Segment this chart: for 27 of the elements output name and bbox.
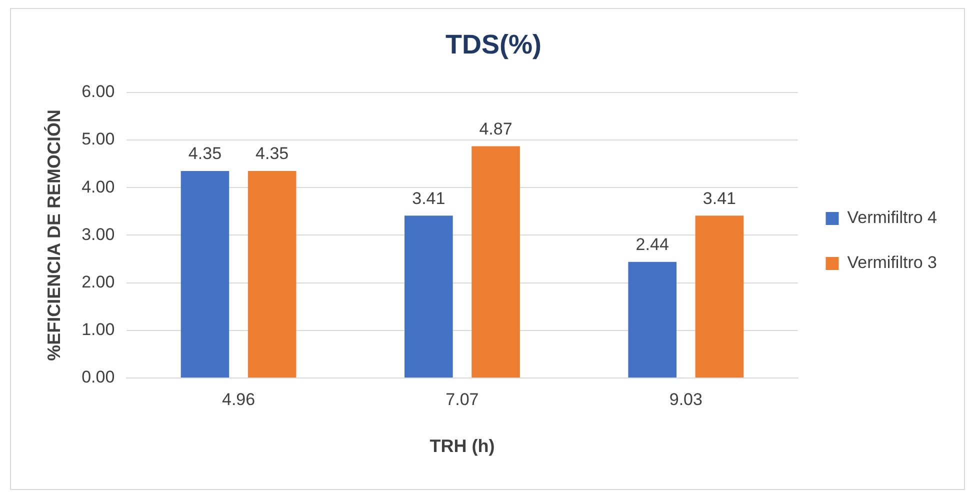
bar: [180, 170, 230, 378]
y-tick-label: 2.00: [82, 272, 115, 292]
data-label: 3.41: [412, 188, 446, 208]
y-tick-label: 4.00: [82, 177, 115, 196]
chart-title: TDS(%): [446, 30, 542, 60]
y-tick-label: 1.00: [82, 320, 115, 340]
y-tick-label: 0.00: [82, 368, 115, 387]
bar: [472, 146, 520, 378]
data-label: 4.35: [188, 144, 222, 164]
data-label: 3.41: [702, 188, 736, 208]
bar: [695, 216, 744, 378]
bar: [248, 170, 296, 378]
y-axis-title: %EFICIENCIA DE REMOCIÓN: [44, 110, 64, 361]
x-tick-label: 9.03: [669, 390, 702, 409]
data-label: 4.35: [256, 144, 289, 164]
x-tick-label: 4.96: [222, 390, 256, 409]
x-tick-label: 7.07: [446, 390, 479, 409]
y-tick-label: 6.00: [82, 82, 115, 102]
data-label: 2.44: [636, 235, 669, 254]
x-axis-title: TRH (h): [430, 436, 495, 456]
y-tick-label: 3.00: [82, 224, 115, 244]
data-label: 4.87: [479, 119, 512, 138]
legend-label: Vermifiltro 4: [847, 208, 937, 228]
legend-label: Vermifiltro 3: [847, 253, 937, 272]
y-tick-label: 5.00: [82, 130, 115, 149]
bar: [404, 216, 453, 378]
bar: [628, 262, 677, 378]
